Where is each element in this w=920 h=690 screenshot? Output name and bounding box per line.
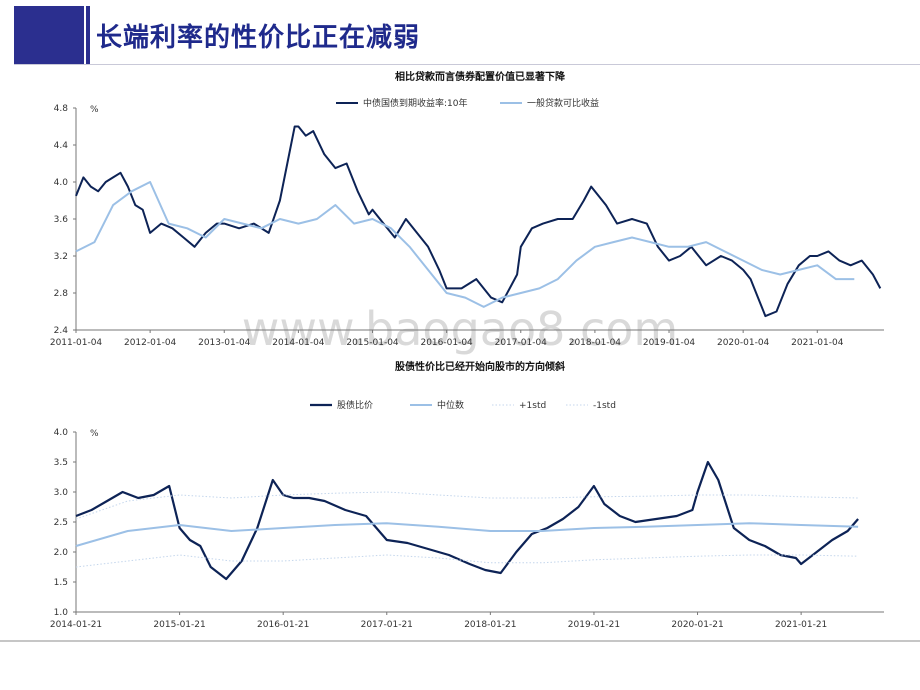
x-tick-label: 2018-01-04: [569, 338, 622, 348]
y-tick-label: 3.0: [54, 488, 69, 498]
y-tick-label: 3.5: [54, 458, 68, 468]
x-tick-label: 2014-01-04: [272, 338, 325, 348]
x-tick-label: 2021-01-21: [775, 620, 827, 630]
legend-label: +1std: [519, 401, 546, 411]
x-tick-label: 2015-01-04: [346, 338, 399, 348]
series-line: [75, 554, 859, 568]
y-tick-label: 4.0: [54, 428, 69, 438]
y-tick-label: 3.2: [54, 252, 68, 262]
legend-label: -1std: [593, 401, 616, 411]
title-accent-block: [14, 6, 84, 64]
y-tick-label: 4.4: [54, 141, 69, 151]
title-accent-stripe: [86, 6, 90, 64]
y-tick-label: 1.0: [54, 608, 69, 618]
x-tick-label: 2016-01-21: [257, 620, 309, 630]
series-line: [75, 460, 859, 581]
legend-label: 中债国债到期收益率:10年: [363, 97, 468, 109]
x-tick-label: 2013-01-04: [198, 338, 251, 348]
x-tick-label: 2011-01-04: [50, 338, 103, 348]
x-tick-label: 2017-01-04: [495, 338, 548, 348]
y-axis-unit: %: [90, 429, 99, 439]
legend-label: 中位数: [437, 399, 464, 411]
y-tick-label: 1.5: [54, 578, 68, 588]
x-tick-label: 2020-01-21: [671, 620, 723, 630]
legend-label: 一般贷款可比收益: [527, 97, 599, 109]
series-line: [75, 522, 859, 547]
legend-label: 股债比价: [337, 399, 373, 411]
x-tick-label: 2019-01-21: [568, 620, 620, 630]
title-divider: [14, 64, 920, 65]
x-tick-label: 2018-01-21: [464, 620, 516, 630]
footer-divider: [0, 640, 920, 642]
x-tick-label: 2019-01-04: [643, 338, 696, 348]
page-title: 长端利率的性价比正在减弱: [96, 23, 421, 53]
y-tick-label: 4.8: [54, 104, 69, 114]
x-tick-label: 2014-01-21: [50, 620, 102, 630]
chart-loan-vs-bond: 相比贷款而言债券配置价值已显著下降% 2.4 2.8 3.2 3.6 4.0 4.4 4.8 2…: [50, 70, 884, 348]
x-tick-label: 2021-01-04: [791, 338, 844, 348]
y-tick-label: 2.4: [54, 326, 69, 336]
y-tick-label: 3.6: [54, 215, 69, 225]
x-tick-label: 2012-01-04: [124, 338, 177, 348]
x-tick-label: 2017-01-21: [361, 620, 413, 630]
series-line: [75, 491, 859, 520]
y-tick-label: 4.0: [54, 178, 69, 188]
y-tick-label: 2.0: [54, 548, 69, 558]
y-tick-label: 2.8: [54, 289, 69, 299]
watermark: www.baogao8.com: [242, 302, 678, 356]
x-tick-label: 2016-01-04: [420, 338, 473, 348]
chart-title: 相比贷款而言债券配置价值已显著下降: [395, 70, 566, 83]
x-tick-label: 2015-01-21: [153, 620, 205, 630]
series-line: [75, 181, 855, 308]
y-tick-label: 2.5: [54, 518, 68, 528]
y-axis-unit: %: [90, 105, 99, 115]
x-tick-label: 2020-01-04: [717, 338, 770, 348]
series-line: [75, 125, 882, 318]
chart-stock-bond-ratio: 股债性价比已经开始向股市的方向倾斜% 1.0 1.5 2.0 2.5 3.0 3.5 4.0 2…: [50, 360, 884, 630]
chart-title: 股债性价比已经开始向股市的方向倾斜: [395, 360, 565, 373]
